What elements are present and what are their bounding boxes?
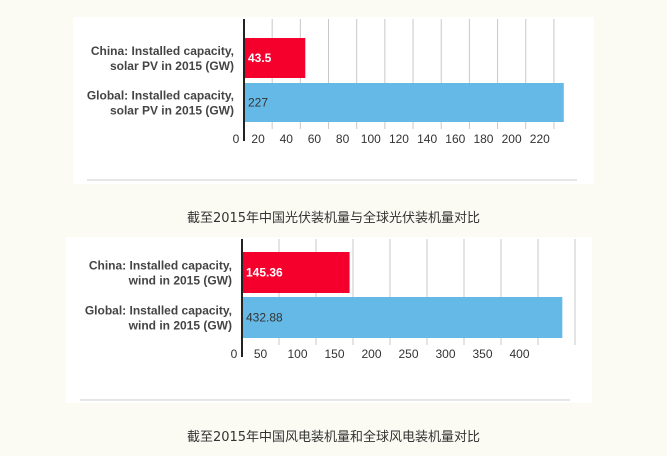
wind-tick-label: 150 (324, 347, 344, 361)
solar-tick-label: 180 (473, 132, 493, 146)
solar-tick-label: 20 (251, 132, 265, 146)
wind-tick-label: 200 (361, 347, 381, 361)
wind-tick-label: 0 (231, 347, 238, 361)
wind-chart-caption: 截至2015年中国风电装机量和全球风电装机量对比 (186, 430, 481, 445)
solar-tick-label: 80 (336, 132, 350, 146)
solar-chart-panel: 43.5 China: Installed capacity, solar PV i… (73, 17, 594, 184)
wind-tick-label: 350 (472, 347, 492, 361)
solar-value-label-global: 227 (248, 96, 268, 110)
solar-category-label-china: solar PV in 2015 (GW) (110, 59, 234, 73)
solar-tick-label: 160 (445, 132, 465, 146)
solar-tick-label: 60 (308, 132, 322, 146)
solar-tick-label: 0 (233, 132, 240, 146)
wind-tick-label: 50 (254, 347, 268, 361)
solar-tick-label: 120 (389, 132, 409, 146)
wind-tick-label: 300 (435, 347, 455, 361)
wind-bar-global (242, 297, 563, 338)
solar-bar-china (244, 38, 306, 78)
wind-value-label-global: 432.88 (246, 311, 283, 325)
wind-chart-panel: 145.36 China: Installed capacity, wind in … (66, 237, 592, 403)
solar-category-label-china: China: Installed capacity, (91, 44, 234, 58)
wind-category-label-china: China: Installed capacity, (89, 259, 232, 273)
solar-tick-label: 100 (361, 132, 381, 146)
solar-category-label-global: Global: Installed capacity, (87, 89, 234, 103)
wind-category-label-china: wind in 2015 (GW) (128, 274, 232, 288)
wind-tick-label: 100 (287, 347, 307, 361)
solar-chart-caption: 截至2015年中国光伏装机量与全球光伏装机量对比 (186, 211, 481, 226)
solar-bar-global (244, 83, 564, 122)
solar-tick-label: 220 (530, 132, 550, 146)
wind-category-label-global: Global: Installed capacity, (85, 304, 232, 318)
solar-tick-label: 140 (417, 132, 437, 146)
solar-tick-label: 200 (502, 132, 522, 146)
solar-tick-label: 40 (280, 132, 294, 146)
wind-tick-label: 400 (509, 347, 529, 361)
solar-category-label-global: solar PV in 2015 (GW) (110, 104, 234, 118)
wind-bar-china (242, 252, 350, 293)
wind-value-label-china: 145.36 (246, 266, 283, 280)
wind-category-label-global: wind in 2015 (GW) (128, 319, 232, 333)
solar-value-label-china: 43.5 (248, 51, 272, 65)
wind-tick-label: 250 (398, 347, 418, 361)
